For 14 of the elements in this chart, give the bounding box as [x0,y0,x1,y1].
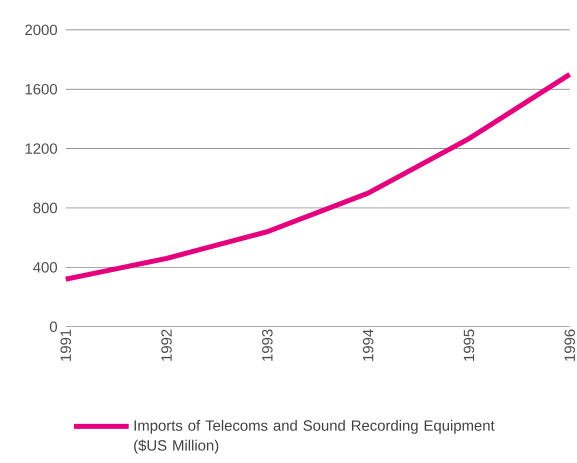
legend-label: Imports of Telecoms and Sound Recording Equipment ($US Million) [134,420,495,454]
y-tick-label: 400 [33,262,58,273]
y-tick-label: 2000 [25,24,58,36]
x-tick-label: 1996 [564,329,576,361]
y-tick-label: 800 [33,202,58,214]
x-tick-label: 1995 [464,329,474,361]
x-tick-label: 1992 [161,330,172,361]
y-tick-label: 0 [50,321,58,332]
line-series [63,72,572,282]
y-tick-label: 1200 [26,143,58,154]
x-tick-label: 1993 [262,329,273,361]
x-tick-label: 1994 [362,329,374,361]
x-tick-label: 1991 [60,330,72,361]
y-tick-label: 1600 [26,84,58,94]
